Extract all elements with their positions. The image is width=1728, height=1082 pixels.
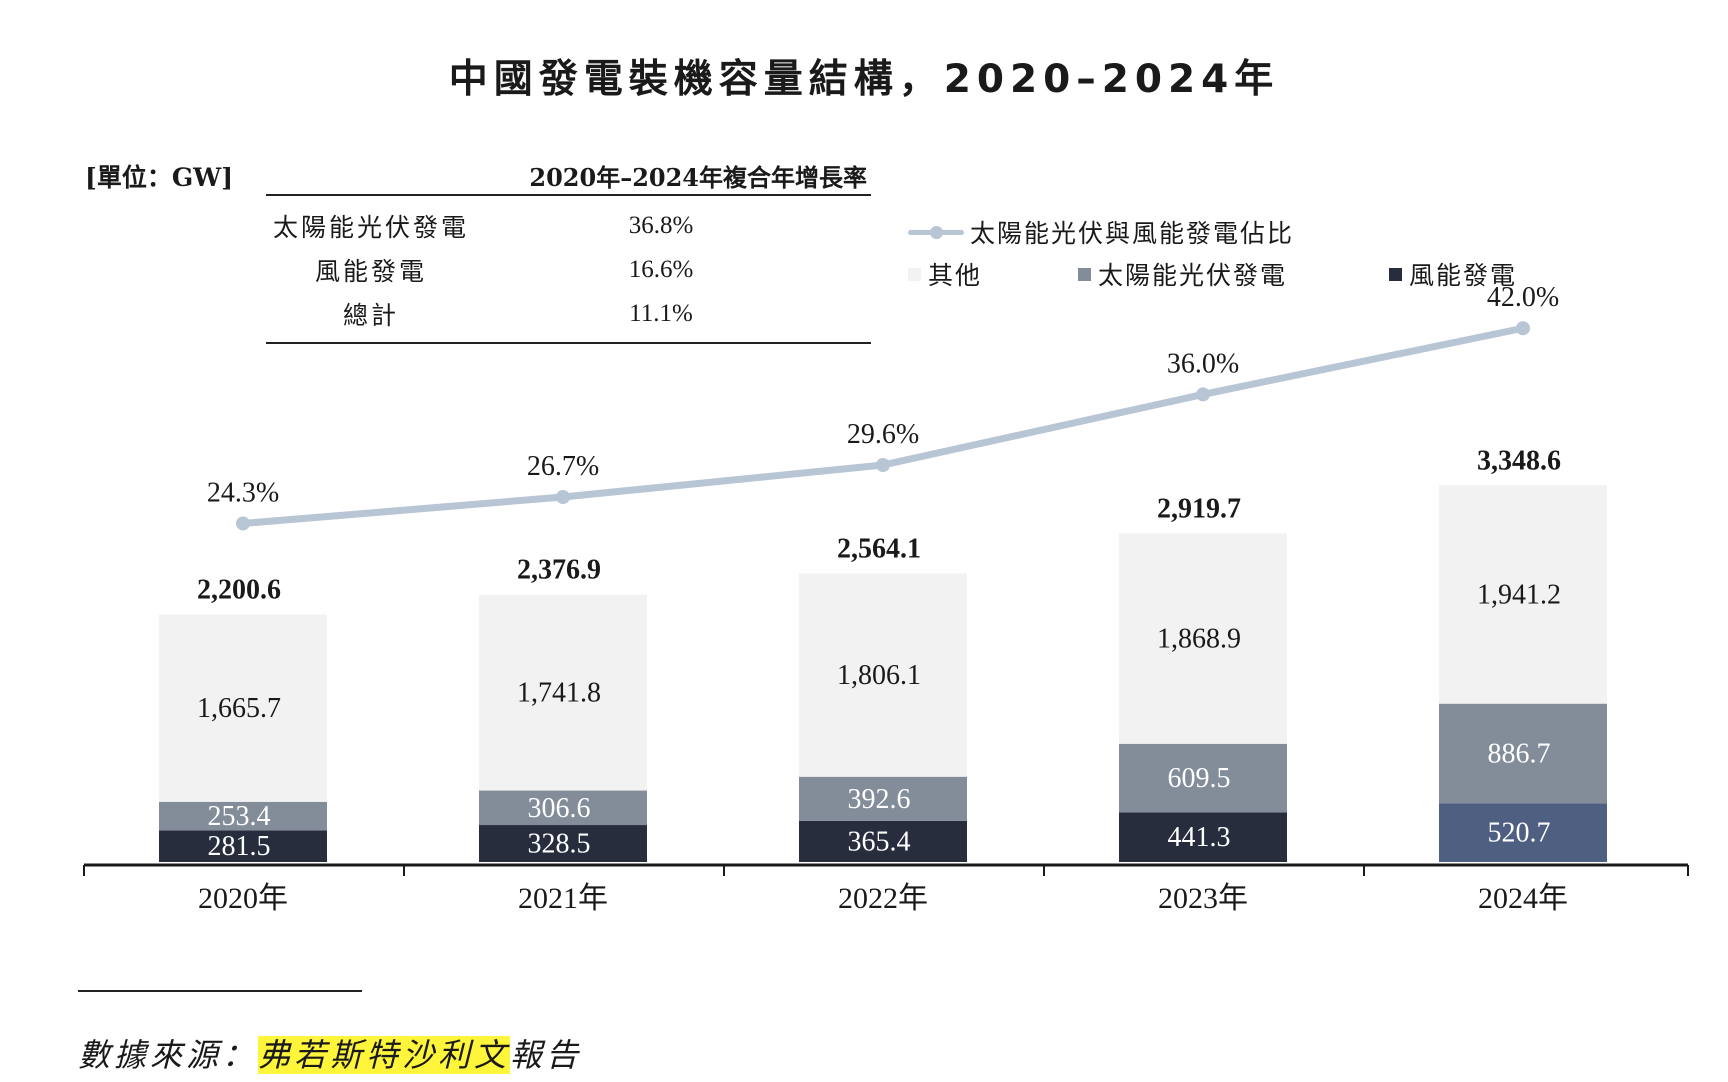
bar-segment bbox=[479, 594, 647, 791]
bar-segment bbox=[479, 790, 647, 826]
cagr-label: 總計 bbox=[342, 301, 399, 330]
data-label: 306.6 bbox=[528, 793, 591, 824]
legend-entry-solar: 太陽能光伏發電 bbox=[1078, 256, 1287, 292]
source-note: 數據來源：弗若斯特沙利文報告 bbox=[78, 1030, 582, 1076]
x-tick-label: 2024年 bbox=[1478, 882, 1568, 915]
footnote-rule bbox=[78, 990, 362, 992]
share-label: 24.3% bbox=[207, 477, 279, 508]
unit-label: [單位：GW] bbox=[85, 163, 234, 192]
data-label: 1,941.2 bbox=[1477, 579, 1561, 610]
share-label: 36.0% bbox=[1167, 348, 1239, 379]
share-point bbox=[556, 489, 570, 504]
share-point bbox=[236, 516, 250, 531]
data-label: 392.6 bbox=[848, 784, 911, 815]
bar-segment bbox=[1119, 743, 1287, 813]
data-label: 281.5 bbox=[208, 831, 271, 862]
x-tick-label: 2020年 bbox=[198, 882, 288, 915]
bar-segment bbox=[799, 573, 967, 777]
total-label: 3,348.6 bbox=[1477, 445, 1561, 476]
data-label: 1,868.9 bbox=[1157, 624, 1241, 655]
data-label: 609.5 bbox=[1168, 763, 1231, 794]
data-label: 1,665.7 bbox=[197, 693, 281, 724]
legend-line-label: 太陽能光伏與風能發電佔比 bbox=[970, 219, 1295, 248]
cagr-row-wind: 風能發電 16.6% bbox=[266, 248, 871, 292]
bar-segment bbox=[1439, 803, 1607, 862]
total-label: 2,200.6 bbox=[197, 574, 281, 605]
cagr-label: 太陽能光伏發電 bbox=[272, 213, 469, 242]
total-label: 2,376.9 bbox=[517, 555, 601, 586]
bar-segment bbox=[1119, 812, 1287, 862]
cagr-table-body: 太陽能光伏發電 36.8% 風能發電 16.6% 總計 11.1% bbox=[266, 196, 871, 344]
cagr-value: 36.8% bbox=[628, 212, 694, 239]
cagr-table: 2020年–2024年複合年增長率 太陽能光伏發電 36.8% 風能發電 16.… bbox=[266, 158, 871, 344]
source-prefix: 數據來源： bbox=[78, 1036, 259, 1074]
share-label: 26.7% bbox=[527, 451, 599, 482]
bar-segment bbox=[1439, 485, 1607, 704]
bar-segment bbox=[479, 825, 647, 862]
source-suffix: 報告 bbox=[510, 1036, 583, 1074]
data-label: 328.5 bbox=[528, 829, 591, 860]
legend-entry-wind: 風能發電 bbox=[1389, 256, 1517, 292]
bar-segment bbox=[159, 801, 327, 831]
bar-segment bbox=[1439, 703, 1607, 804]
data-label: 520.7 bbox=[1488, 818, 1551, 849]
data-label: 365.4 bbox=[848, 826, 911, 857]
data-label: 253.4 bbox=[208, 801, 271, 832]
bar-segment bbox=[799, 820, 967, 862]
line-legend-icon bbox=[908, 226, 964, 239]
cagr-table-header: 2020年–2024年複合年增長率 bbox=[266, 158, 871, 196]
cagr-row-total: 總計 11.1% bbox=[266, 292, 871, 336]
data-label: 1,806.1 bbox=[837, 660, 921, 691]
legend-entry-other: 其他 bbox=[908, 256, 982, 292]
data-label: 441.3 bbox=[1168, 822, 1231, 853]
share-point bbox=[1196, 387, 1210, 402]
data-label: 886.7 bbox=[1488, 739, 1551, 770]
legend-swatch-wind bbox=[1389, 267, 1402, 281]
legend-label-other: 其他 bbox=[928, 261, 983, 290]
x-tick-label: 2023年 bbox=[1158, 882, 1248, 915]
legend-swatch-solar bbox=[1078, 267, 1091, 281]
bar-segment bbox=[159, 614, 327, 802]
total-label: 2,919.7 bbox=[1157, 494, 1241, 525]
legend-line-entry: 太陽能光伏與風能發電佔比 bbox=[908, 214, 1294, 250]
cagr-label: 風能發電 bbox=[314, 257, 427, 286]
legend-label-wind: 風能發電 bbox=[1409, 261, 1518, 290]
bar-segment bbox=[799, 776, 967, 821]
total-label: 2,564.1 bbox=[837, 534, 921, 565]
cagr-row-solar: 太陽能光伏發電 36.8% bbox=[266, 204, 871, 248]
source-highlight: 弗若斯特沙利文 bbox=[258, 1036, 511, 1074]
x-tick-label: 2022年 bbox=[838, 882, 928, 915]
cagr-value: 16.6% bbox=[628, 256, 694, 283]
legend-swatch-other bbox=[908, 267, 921, 281]
chart-title: 中國發電裝機容量結構，2020–2024年 bbox=[448, 57, 1280, 102]
legend-label-solar: 太陽能光伏發電 bbox=[1098, 261, 1288, 290]
share-point bbox=[876, 458, 890, 473]
cagr-value: 11.1% bbox=[629, 300, 693, 327]
share-label: 29.6% bbox=[847, 419, 919, 450]
share-point bbox=[1516, 321, 1530, 336]
x-tick-label: 2021年 bbox=[518, 882, 608, 915]
share-label: 42.0% bbox=[1487, 282, 1559, 313]
bar-segment bbox=[159, 830, 327, 862]
data-label: 1,741.8 bbox=[517, 678, 601, 709]
bar-segment bbox=[1119, 533, 1287, 744]
